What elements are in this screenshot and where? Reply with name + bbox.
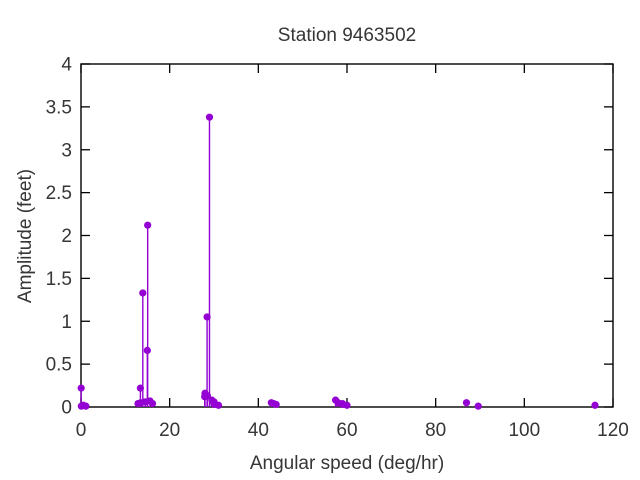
- data-point: [214, 401, 223, 409]
- y-axis-label: Amplitude (feet): [15, 169, 36, 303]
- x-tick-label: 60: [336, 420, 357, 441]
- x-tick-label: 100: [508, 420, 540, 441]
- y-tick-label: 2.5: [46, 183, 72, 204]
- data-point: [77, 384, 85, 392]
- data-point: [143, 346, 151, 355]
- data-point: [462, 399, 471, 407]
- data-point: [136, 384, 145, 392]
- y-tick-label: 0: [61, 398, 72, 419]
- plot-border: [80, 63, 614, 408]
- data-series: [77, 113, 599, 410]
- y-tick-label: 1.5: [46, 269, 72, 290]
- y-tick-label: 2: [61, 226, 72, 247]
- data-point: [144, 221, 152, 229]
- y-tick-label: 0.5: [46, 355, 72, 376]
- y-tick-label: 4: [61, 55, 72, 76]
- x-tick-label: 120: [597, 420, 629, 441]
- y-tick-label: 1: [61, 312, 72, 333]
- data-point: [591, 401, 599, 409]
- x-tick-label: 40: [248, 420, 269, 441]
- x-tick-label: 0: [76, 420, 87, 441]
- data-point: [203, 313, 211, 321]
- data-point: [148, 399, 157, 408]
- data-point: [343, 401, 351, 409]
- chart-title: Station 9463502: [278, 25, 416, 46]
- x-tick-label: 80: [425, 420, 446, 441]
- x-axis-label: Angular speed (deg/hr): [250, 453, 444, 474]
- x-tick-label: 20: [159, 420, 180, 441]
- data-point: [139, 289, 147, 297]
- y-tick-label: 3.5: [46, 97, 72, 118]
- data-point: [203, 392, 211, 400]
- data-point: [82, 402, 90, 410]
- data-point: [474, 402, 482, 410]
- data-point: [272, 400, 280, 409]
- data-point: [205, 113, 214, 121]
- y-tick-label: 3: [61, 140, 72, 161]
- axis-ticks: 0 20 40 60 80 100 120 0 0.5 1 1.5 2 2.5 3 3.5 4: [46, 55, 629, 442]
